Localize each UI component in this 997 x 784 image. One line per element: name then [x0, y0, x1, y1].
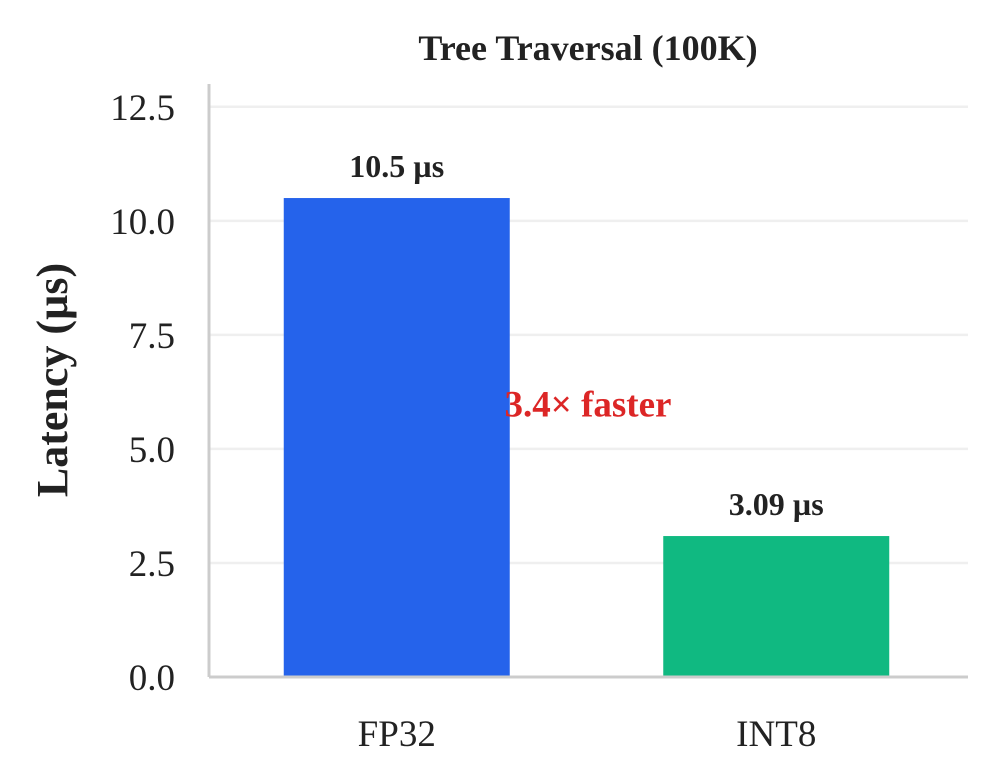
y-tick-label: 12.5	[110, 88, 175, 129]
bar-fp32	[283, 198, 510, 678]
speedup-annotation: 3.4× faster	[505, 384, 672, 425]
x-tick-label: FP32	[358, 714, 436, 755]
chart-title: Tree Traversal (100K)	[418, 28, 757, 68]
bars	[283, 198, 890, 678]
y-tick-label: 0.0	[129, 658, 175, 699]
data-label: 10.5 µs	[349, 148, 444, 184]
y-tick-label: 2.5	[129, 544, 175, 585]
y-axis-label: Latency (µs)	[28, 263, 77, 497]
x-tick-label: INT8	[736, 714, 816, 755]
data-labels: 10.5 µs 3.09 µs	[349, 148, 823, 522]
y-tick-label: 7.5	[129, 316, 175, 357]
y-tick-labels: 0.0 2.5 5.0 7.5 10.0 12.5	[110, 88, 175, 699]
y-tick-label: 5.0	[129, 430, 175, 471]
bar-int8	[663, 536, 890, 677]
y-tick-label: 10.0	[110, 202, 175, 243]
x-tick-labels: FP32 INT8	[358, 714, 817, 755]
data-label: 3.09 µs	[729, 486, 824, 522]
